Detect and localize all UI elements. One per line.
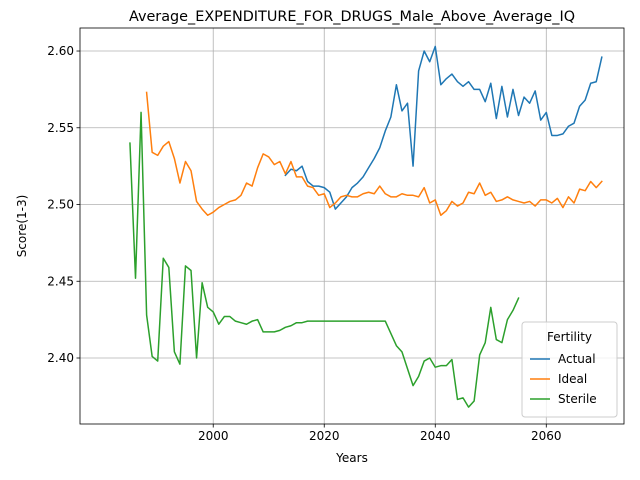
plot-frame: [79, 27, 625, 425]
y-axis-ticks: 2.40 2.45 2.50 2.55 2.60: [47, 44, 80, 365]
legend-label-sterile: Sterile: [558, 392, 597, 406]
y-axis-label: Score(1-3): [15, 195, 29, 258]
y-tick-label: 2.45: [47, 274, 74, 288]
x-axis-ticks: 2000 2020 2040 2060: [198, 424, 562, 443]
y-tick-label: 2.40: [47, 351, 74, 365]
series-line-ideal: [145, 91, 603, 217]
legend-label-actual: Actual: [558, 352, 596, 366]
series-line-sterile: [129, 111, 520, 408]
x-tick-label: 2040: [420, 429, 451, 443]
legend-box: [521, 321, 618, 418]
x-tick-label: 2060: [531, 429, 562, 443]
y-tick-label: 2.50: [47, 198, 74, 212]
legend-label-ideal: Ideal: [558, 372, 587, 386]
y-tick-label: 2.55: [47, 121, 74, 135]
series-line-actual: [284, 45, 603, 210]
legend-title: Fertility: [547, 330, 592, 344]
legend: Fertility Actual Ideal Sterile: [521, 321, 618, 418]
chart-title: Average_EXPENDITURE_FOR_DRUGS_Male_Above…: [129, 9, 575, 25]
x-tick-label: 2020: [309, 429, 340, 443]
x-tick-label: 2000: [198, 429, 229, 443]
series-lines: [129, 45, 603, 408]
legend-entries: Actual Ideal Sterile: [530, 352, 597, 406]
y-tick-label: 2.60: [47, 44, 74, 58]
x-axis-label: Years: [335, 451, 368, 465]
